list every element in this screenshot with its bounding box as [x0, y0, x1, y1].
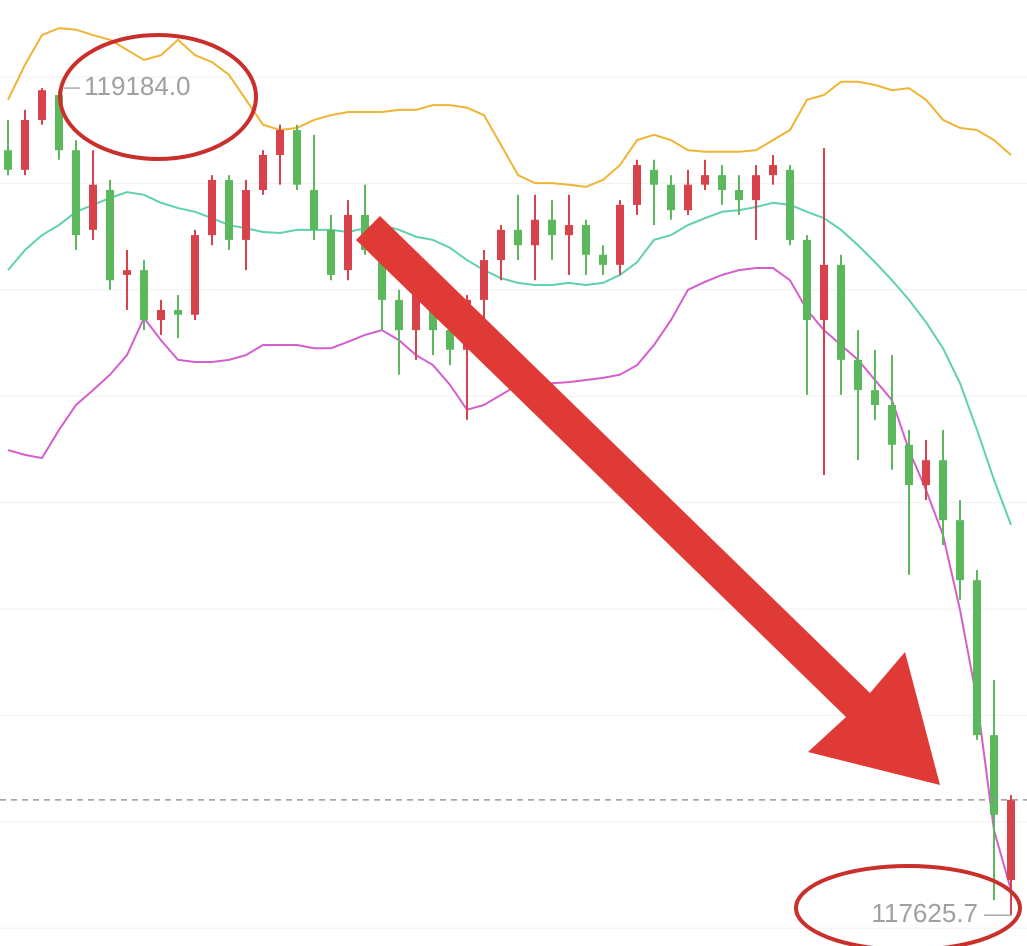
- candle-body: [650, 169, 658, 185]
- candle-body: [446, 330, 454, 350]
- band-line: [7, 191, 1012, 526]
- candle-body: [21, 119, 29, 170]
- candle-body: [837, 264, 845, 360]
- candle-body: [276, 130, 284, 155]
- highlight-ellipse: [58, 33, 258, 161]
- trend-arrow: [356, 216, 940, 785]
- candle-body: [293, 130, 301, 185]
- candle-body: [854, 359, 862, 391]
- candle-body: [157, 309, 165, 321]
- candle-body: [310, 190, 318, 230]
- candle-body: [956, 520, 964, 581]
- candle-body: [667, 184, 675, 211]
- candle-body: [38, 90, 46, 120]
- candle-body: [344, 214, 352, 271]
- extreme-label: 119184.0: [84, 71, 191, 101]
- candle-body: [55, 95, 63, 151]
- extreme-labels: 119184.0 117625.7: [64, 71, 1012, 928]
- candle-body: [106, 190, 114, 281]
- candle-body: [752, 175, 760, 201]
- candle-body: [990, 735, 998, 815]
- candle-body: [565, 225, 573, 236]
- candle-body: [905, 444, 913, 486]
- candle-body: [225, 179, 233, 240]
- candle-body: [123, 270, 131, 275]
- candle-body: [548, 219, 556, 236]
- candle-body: [973, 580, 981, 736]
- candle-body: [599, 254, 607, 265]
- candle-body: [633, 165, 641, 205]
- candle-body: [786, 169, 794, 240]
- candle-body: [922, 460, 930, 486]
- highlight-ellipse: [794, 864, 1022, 946]
- candle-body: [701, 175, 709, 185]
- candle-body: [191, 235, 199, 315]
- candle-body: [820, 264, 828, 321]
- extreme-label: 117625.7: [871, 898, 978, 928]
- candle-body: [684, 184, 692, 211]
- candle-body: [72, 150, 80, 236]
- candle-body: [769, 165, 777, 176]
- candle-body: [803, 239, 811, 321]
- candle-body: [582, 225, 590, 255]
- candle-body: [1007, 799, 1015, 881]
- candle-body: [412, 289, 420, 331]
- candle-body: [174, 309, 182, 315]
- candle-body: [4, 150, 12, 170]
- candle-body: [480, 260, 488, 300]
- candle-body: [514, 229, 522, 246]
- candle-body: [259, 154, 267, 191]
- candle-body: [208, 179, 216, 236]
- candles: [0, 88, 1027, 916]
- candle-body: [327, 229, 335, 275]
- candle-body: [888, 404, 896, 445]
- candle-body: [939, 460, 947, 521]
- band-line: [7, 27, 1012, 188]
- candle-body: [871, 390, 879, 405]
- candle-body: [531, 219, 539, 246]
- candle-body: [718, 175, 726, 191]
- candle-body: [395, 299, 403, 331]
- annotations: [58, 33, 1022, 946]
- candle-body: [140, 270, 148, 321]
- candle-body: [497, 229, 505, 261]
- candle-body: [735, 190, 743, 201]
- candle-body: [89, 184, 97, 230]
- candle-body: [378, 249, 386, 300]
- grid: [0, 76, 1027, 929]
- candle-body: [242, 190, 250, 240]
- candle-body: [616, 204, 624, 265]
